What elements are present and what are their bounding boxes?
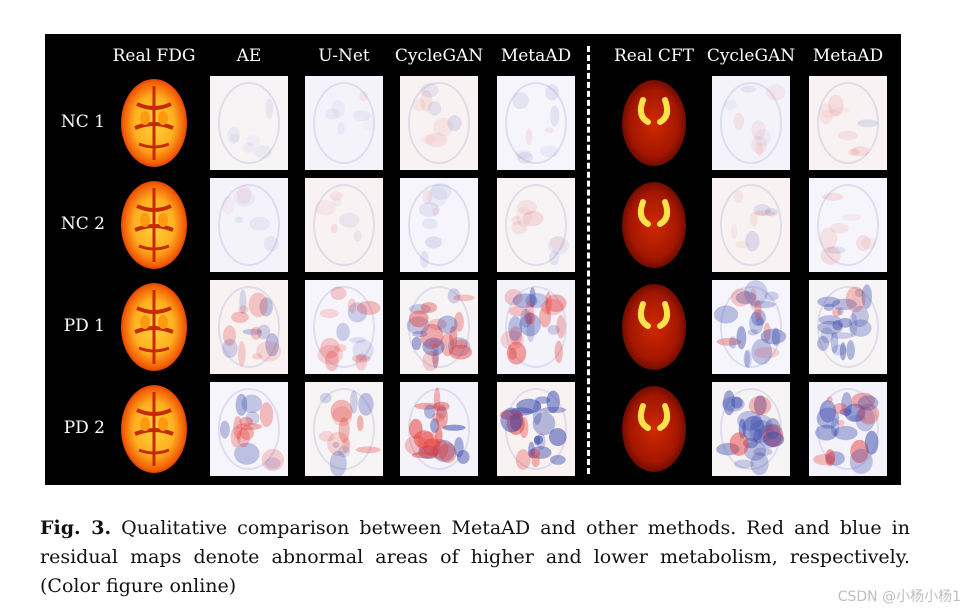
watermark: CSDN @小杨小杨1: [837, 589, 961, 605]
image-r3-c7: [809, 382, 887, 476]
image-r0-c7: [809, 76, 887, 170]
row-label-1: NC 2: [60, 214, 105, 234]
image-r0-c4: [497, 76, 575, 170]
figure-caption: Fig. 3. Qualitative comparison between M…: [40, 514, 910, 601]
image-r2-c1: [210, 280, 288, 374]
caption-text: Qualitative comparison between MetaAD an…: [40, 517, 910, 597]
image-r3-c0: [115, 382, 193, 476]
image-r2-c4: [497, 280, 575, 374]
column-header-2: U-Net: [318, 46, 370, 66]
image-r1-c3: [400, 178, 478, 272]
image-r1-c0: [115, 178, 193, 272]
image-r2-c3: [400, 280, 478, 374]
image-r0-c1: [210, 76, 288, 170]
row-label-0: NC 1: [60, 112, 105, 132]
image-r1-c7: [809, 178, 887, 272]
image-r3-c4: [497, 382, 575, 476]
caption-label: Fig. 3.: [40, 517, 112, 539]
image-r2-c5: [615, 280, 693, 374]
image-r1-c6: [712, 178, 790, 272]
image-r1-c5: [615, 178, 693, 272]
column-header-7: MetaAD: [812, 46, 884, 66]
image-r3-c3: [400, 382, 478, 476]
image-r2-c7: [809, 280, 887, 374]
image-r2-c6: [712, 280, 790, 374]
column-header-5: Real CFT: [614, 46, 694, 66]
image-r1-c1: [210, 178, 288, 272]
image-r0-c2: [305, 76, 383, 170]
image-r2-c2: [305, 280, 383, 374]
image-r0-c0: [115, 76, 193, 170]
column-header-6: CycleGAN: [706, 46, 796, 66]
column-header-3: CycleGAN: [394, 46, 484, 66]
image-r2-c0: [115, 280, 193, 374]
row-label-3: PD 2: [63, 418, 105, 438]
column-header-0: Real FDG: [112, 46, 196, 66]
image-r0-c3: [400, 76, 478, 170]
column-header-1: AE: [236, 46, 262, 66]
image-r1-c2: [305, 178, 383, 272]
image-r3-c2: [305, 382, 383, 476]
dashed-divider: [587, 46, 590, 474]
image-r0-c6: [712, 76, 790, 170]
image-r3-c5: [615, 382, 693, 476]
row-label-2: PD 1: [63, 316, 105, 336]
image-r3-c1: [210, 382, 288, 476]
image-r3-c6: [712, 382, 790, 476]
image-r0-c5: [615, 76, 693, 170]
column-header-4: MetaAD: [500, 46, 572, 66]
image-r1-c4: [497, 178, 575, 272]
figure-panel: Real FDG AE U-Net CycleGAN MetaAD Real CFT Cyc…: [45, 34, 901, 485]
